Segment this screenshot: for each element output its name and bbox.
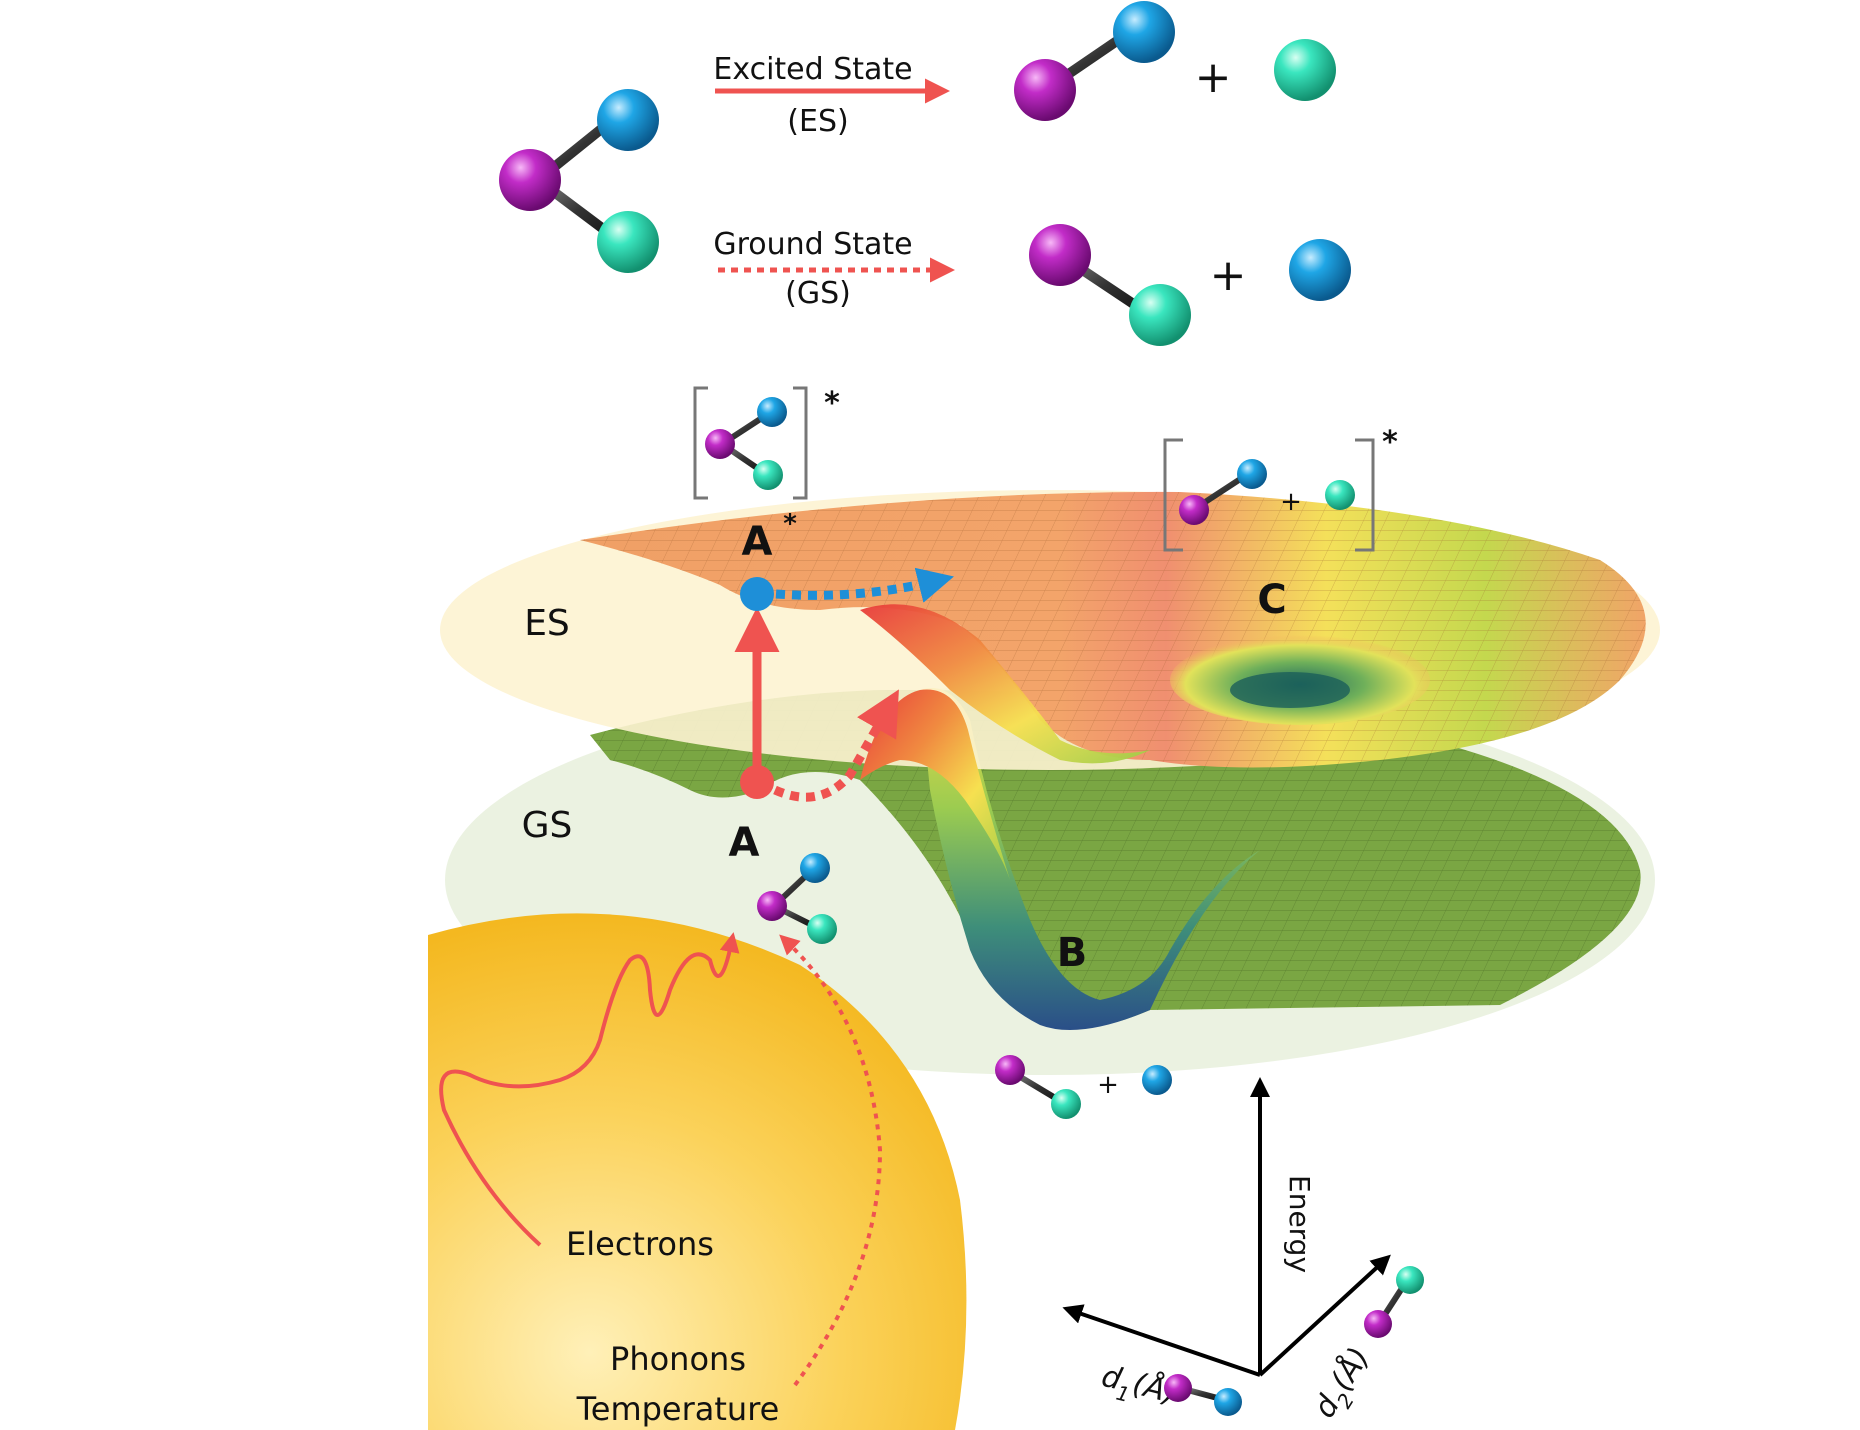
- gs-path-arrow: [773, 689, 899, 802]
- c-complex: + *: [1163, 425, 1398, 552]
- atom-magenta: [1164, 1374, 1192, 1402]
- atom-teal: [1051, 1089, 1081, 1119]
- bracket-right: [1355, 438, 1375, 552]
- bracket-right: [793, 386, 808, 500]
- es-surface: [580, 491, 1646, 768]
- reaction-scheme: Excited State (ES) + Ground State (GS) +: [499, 1, 1351, 346]
- point-a-star-marker: [740, 577, 774, 611]
- atom-teal: [597, 211, 659, 273]
- atom-magenta: [1014, 59, 1076, 121]
- es-surface-label: ES: [524, 603, 570, 644]
- atom-blue: [597, 89, 659, 151]
- d2-axis: [1258, 1254, 1391, 1377]
- reactant-molecule: [499, 89, 659, 273]
- atom-blue: [1237, 459, 1267, 489]
- a-star-complex: *: [693, 386, 840, 500]
- point-a-star-label: A: [742, 519, 773, 565]
- a-molecule: [757, 853, 837, 944]
- atom-magenta: [757, 891, 787, 921]
- atom-magenta: [705, 429, 735, 459]
- gs-plus-sign: +: [1210, 250, 1247, 301]
- gs-reaction-abbrev: (GS): [785, 276, 851, 311]
- atom-blue: [1113, 1, 1175, 63]
- point-c-label: C: [1257, 577, 1286, 623]
- electrons-label: Electrons: [566, 1225, 714, 1263]
- phonons-arrow: [779, 934, 883, 1387]
- axes: Energy d 1 (Å) d 2 (Å): [1062, 1077, 1424, 1424]
- d1-molecule: [1164, 1374, 1242, 1416]
- es-reaction-abbrev: (ES): [787, 104, 848, 139]
- point-a-star-asterisk: *: [783, 509, 797, 539]
- atom-blue: [1214, 1388, 1242, 1416]
- electrons-arrow: [439, 932, 740, 1247]
- d2-molecule: [1364, 1266, 1424, 1338]
- es-plus-sign: +: [1195, 52, 1232, 103]
- temperature-label: Temperature: [576, 1390, 780, 1428]
- c-complex-plus: +: [1280, 487, 1302, 517]
- point-b-label: B: [1057, 930, 1088, 976]
- svg-text:(Å): (Å): [1323, 1341, 1377, 1397]
- atom-magenta: [499, 149, 561, 211]
- atom-blue: [1142, 1065, 1172, 1095]
- atom-blue: [757, 397, 787, 427]
- d1-axis: [1062, 1304, 1261, 1377]
- atom-teal: [1129, 284, 1191, 346]
- bracket-left: [1163, 438, 1183, 552]
- atom-teal: [753, 460, 783, 490]
- gs-surface-label: GS: [522, 805, 573, 846]
- bracket-left: [693, 386, 708, 500]
- b-products: +: [995, 1055, 1172, 1119]
- atom-blue: [800, 853, 830, 883]
- b-products-plus: +: [1097, 1070, 1119, 1100]
- atom-magenta: [1029, 224, 1091, 286]
- gs-reaction-label: Ground State: [713, 227, 912, 262]
- svg-text:1: 1: [1114, 1381, 1132, 1407]
- point-a-marker: [740, 765, 774, 799]
- gs-product-molecule: [1029, 224, 1191, 346]
- point-a-label: A: [729, 820, 760, 866]
- phonons-label: Phonons: [610, 1340, 746, 1378]
- gs-product-atom-blue: [1289, 239, 1351, 301]
- atom-teal: [807, 914, 837, 944]
- atom-magenta: [1364, 1310, 1392, 1338]
- a-star-complex-asterisk: *: [824, 386, 840, 421]
- es-product-molecule: [1014, 1, 1175, 121]
- d2-axis-label: d 2 (Å): [1307, 1341, 1377, 1424]
- atom-teal: [1396, 1266, 1424, 1294]
- es-reaction-label: Excited State: [713, 52, 912, 87]
- c-complex-asterisk: *: [1382, 425, 1398, 460]
- energy-axis-label: Energy: [1283, 1175, 1316, 1273]
- es-product-atom-teal: [1274, 39, 1336, 101]
- es-path-arrow: [775, 567, 954, 603]
- atom-magenta: [995, 1055, 1025, 1085]
- atom-magenta: [1179, 495, 1209, 525]
- atom-teal: [1325, 480, 1355, 510]
- nanoparticle: [428, 913, 967, 1430]
